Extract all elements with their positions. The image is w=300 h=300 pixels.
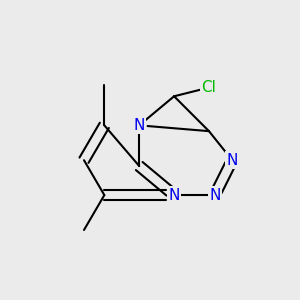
Text: N: N [226,153,238,168]
Text: Cl: Cl [202,80,216,95]
Text: N: N [134,118,145,133]
Text: N: N [209,188,220,202]
Text: N: N [168,188,180,202]
